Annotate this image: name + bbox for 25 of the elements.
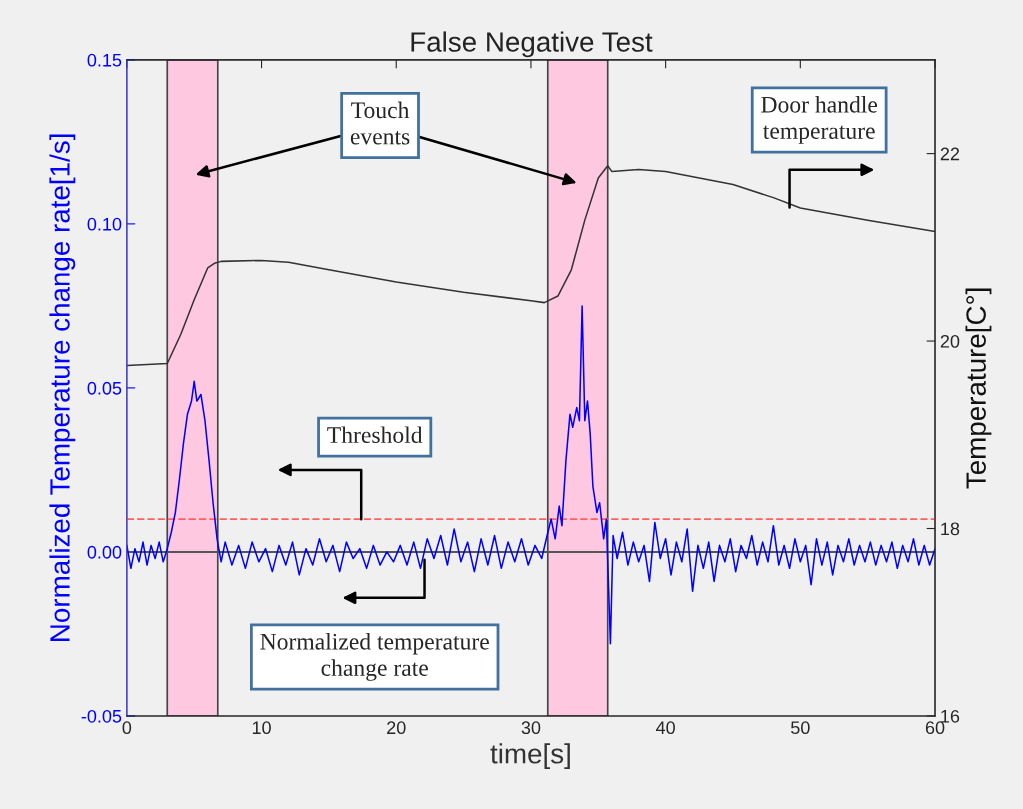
x-tick-label: 30 xyxy=(521,721,541,735)
x-tick-label: 60 xyxy=(925,721,945,735)
annotation: Threshold xyxy=(327,426,423,444)
line-series xyxy=(126,165,936,367)
y-axis-title: Normalized Temperature change rate[1/s] xyxy=(49,134,76,641)
x-tick-label: 10 xyxy=(252,721,271,735)
x-axis-title: time[s] xyxy=(490,743,570,770)
x-tick-label: 0 xyxy=(122,721,132,735)
x-tick-label: 20 xyxy=(387,721,406,735)
chart-title: False Negative Test xyxy=(411,31,653,58)
y2-tick-label: 16 xyxy=(941,709,960,723)
y2-tick-label: 22 xyxy=(940,147,960,161)
y-tick-label: 0.15 xyxy=(87,53,122,67)
x-tick-label: 40 xyxy=(656,721,675,735)
y-tick-label: -0.05 xyxy=(81,709,122,723)
x-tick-label: 50 xyxy=(791,721,810,735)
y-tick-label: 0.05 xyxy=(87,381,122,395)
y2-tick-label: 18 xyxy=(941,522,960,536)
annotation: Normalized temperature change rate xyxy=(260,633,489,681)
y2-axis-title: Temperature[C°] xyxy=(965,288,992,489)
y2-tick-label: 20 xyxy=(940,334,960,348)
y-tick-label: 0.10 xyxy=(87,217,122,231)
y-tick-label: 0.00 xyxy=(87,545,122,559)
annotation: Door handle temperature xyxy=(761,96,878,144)
annotation: Touch events xyxy=(350,101,410,145)
